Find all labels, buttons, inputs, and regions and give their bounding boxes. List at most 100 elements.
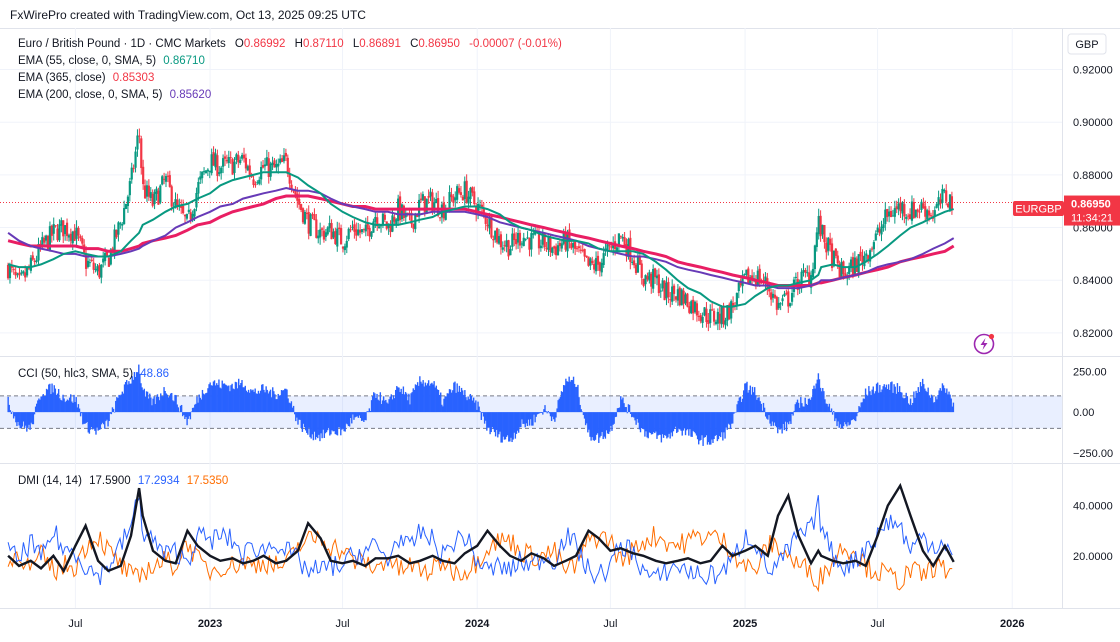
candle-body — [722, 307, 725, 324]
chart-canvas[interactable]: 0.82000 0.84000 0.86000 0.88000 0.90000 0.920… — [0, 28, 1120, 642]
cci-bar — [172, 400, 174, 413]
cci-bar — [599, 412, 601, 438]
candle-body — [214, 153, 217, 168]
symbol-tag[interactable]: EURGBP — [1013, 201, 1064, 217]
candle-body — [494, 230, 497, 240]
cci-bar — [561, 392, 564, 413]
cci-bar — [612, 412, 614, 425]
cci-bar — [497, 412, 499, 438]
cci-bar — [748, 390, 750, 413]
cci-bar — [847, 412, 849, 423]
cci-bar — [838, 412, 840, 428]
cci-bar — [681, 412, 683, 436]
candle-body — [343, 246, 346, 251]
cci-bar — [363, 412, 365, 422]
cci-bar — [339, 412, 341, 428]
cci-bar — [34, 406, 37, 413]
candle-body — [695, 303, 699, 316]
candle-body — [301, 208, 305, 223]
ema365-legend-value: 0.85303 — [113, 72, 155, 84]
candle-body — [389, 225, 392, 233]
cci-bar — [186, 412, 188, 426]
cci-bar — [394, 389, 397, 413]
candle-body — [497, 236, 501, 244]
candle-body — [903, 204, 906, 217]
candle-body — [471, 187, 474, 193]
cci-bar — [56, 393, 59, 413]
candle-body — [37, 244, 40, 261]
candle-body — [865, 253, 868, 256]
cci-bar — [442, 406, 444, 413]
cci-bar — [105, 412, 107, 422]
candle-body — [429, 191, 432, 197]
price-tick-label: 0.90000 — [1073, 117, 1113, 129]
cci-bar — [846, 412, 848, 427]
cci-bar — [154, 404, 156, 413]
candle-body — [644, 275, 647, 285]
candle-body — [849, 259, 853, 267]
cci-bar — [194, 404, 196, 413]
cci-bar — [74, 401, 76, 413]
price-pane[interactable]: 0.82000 0.84000 0.86000 0.88000 0.90000 0.920… — [0, 33, 1120, 355]
candle-body — [231, 159, 234, 175]
cci-bar — [292, 405, 295, 413]
candle-body — [457, 188, 461, 193]
candle-body — [121, 224, 124, 226]
cci-bar — [174, 394, 176, 413]
cci-bar — [197, 402, 199, 413]
lightning-icon[interactable] — [973, 333, 995, 355]
cci-pane[interactable]: 250.00 0.00 −250.00 CCI (50, hlc3, SMA, 5)… — [0, 364, 1113, 460]
dmi-pane[interactable]: 40.0000 20.0000 DMI (14, 14) 17.5900 17.2… — [7, 475, 1113, 593]
candle-body — [132, 168, 135, 170]
cci-bar — [279, 395, 282, 413]
cci-bar — [883, 384, 885, 413]
cci-bar — [628, 404, 631, 413]
price-tag[interactable]: 0.86950 11:34:21 — [1064, 195, 1120, 226]
cci-bar — [871, 389, 873, 413]
time-tick-label: Jul — [336, 618, 350, 630]
cci-bar — [404, 391, 407, 413]
cci-bar — [909, 398, 912, 413]
candle-body — [758, 268, 761, 284]
cci-bar — [500, 412, 502, 443]
cci-bar — [218, 379, 220, 413]
candle-body — [650, 273, 653, 287]
cci-bar — [572, 376, 575, 413]
candle-body — [484, 213, 487, 224]
candle-body — [161, 176, 164, 185]
cci-bar — [730, 412, 733, 424]
cci-bar — [398, 387, 400, 413]
cci-bar — [784, 412, 787, 422]
cci-bar — [335, 412, 338, 435]
cci-bar — [153, 396, 155, 413]
cci-tick-label: −250.00 — [1073, 448, 1113, 460]
candle-body — [699, 315, 702, 322]
price-axis[interactable]: 0.82000 0.84000 0.86000 0.88000 0.90000 0.920… — [1073, 65, 1113, 340]
cci-bar — [146, 391, 149, 413]
time-axis[interactable]: Jul 2023 Jul 2024 Jul 2025 Jul 2026 — [68, 618, 1024, 630]
cci-bar — [537, 412, 540, 414]
cci-bar — [346, 412, 349, 425]
cci-bar — [293, 412, 296, 415]
cci-bar — [780, 412, 782, 429]
candle-body — [357, 229, 360, 235]
cci-axis[interactable]: 250.00 0.00 −250.00 — [1073, 366, 1113, 459]
main-legend[interactable]: Euro / British Pound · 1D · CMC Markets … — [18, 38, 562, 101]
cci-bar — [76, 407, 79, 413]
candle-body — [145, 185, 149, 197]
dmi-axis[interactable]: 40.0000 20.0000 — [1073, 501, 1113, 563]
cci-bar — [460, 387, 463, 413]
cci-bar — [245, 390, 248, 413]
cci-bar — [175, 395, 177, 413]
candle-body — [368, 227, 371, 237]
candle-body — [250, 175, 253, 178]
cci-bar — [450, 392, 453, 413]
cci-bar — [328, 412, 330, 428]
cci-bar — [448, 389, 451, 413]
cci-bar — [726, 412, 728, 430]
cci-bar — [889, 389, 891, 413]
cci-bar — [158, 400, 161, 413]
currency-label[interactable]: GBP — [1067, 33, 1107, 55]
candle-body — [212, 152, 215, 166]
cci-bar — [456, 383, 458, 413]
